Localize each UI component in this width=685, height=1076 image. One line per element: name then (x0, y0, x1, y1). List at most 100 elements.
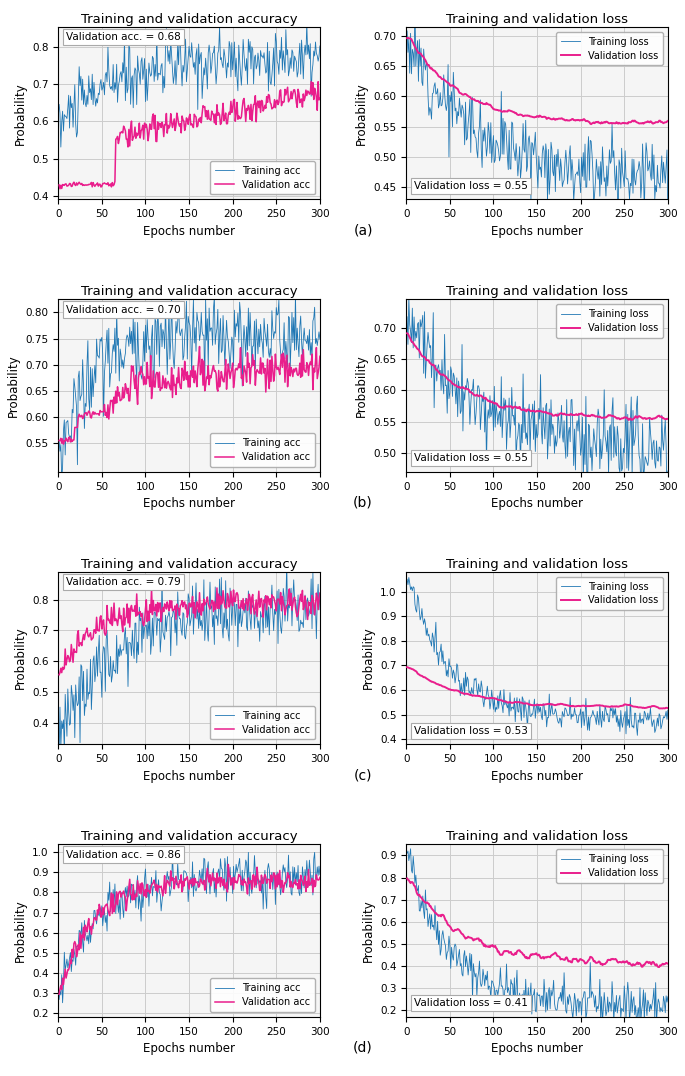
Legend: Training acc, Validation acc: Training acc, Validation acc (210, 161, 315, 195)
Validation acc (57, 179, 65, 192)
Title: Training and validation accuracy: Training and validation accuracy (81, 285, 297, 298)
Validation acc (56, 435, 64, 448)
X-axis label: Epochs number: Epochs number (143, 769, 235, 782)
Training acc (55, 747, 63, 760)
Training loss (405, 292, 413, 305)
Title: Training and validation loss: Training and validation loss (446, 13, 628, 26)
Validation loss (404, 31, 412, 44)
Validation loss (558, 697, 566, 710)
Validation loss (558, 112, 566, 125)
Training acc (216, 852, 225, 865)
Validation loss (404, 874, 412, 887)
Training acc (216, 329, 224, 342)
Line: Training acc: Training acc (59, 23, 320, 147)
Validation acc (195, 340, 203, 353)
Validation loss (664, 412, 672, 425)
Validation acc (60, 438, 68, 451)
Training loss (404, 46, 412, 59)
Line: Validation loss: Validation loss (407, 334, 668, 420)
Training loss (633, 728, 641, 741)
Training loss (641, 162, 649, 175)
Training loss (411, 0, 419, 12)
Training loss (640, 463, 649, 476)
Validation acc (210, 875, 218, 888)
Training loss (641, 707, 649, 720)
Validation acc (316, 586, 324, 599)
Text: Validation acc. = 0.70: Validation acc. = 0.70 (66, 305, 181, 314)
Training loss (558, 428, 566, 441)
Title: Training and validation loss: Training and validation loss (446, 831, 628, 844)
Training loss (564, 178, 572, 190)
Validation loss (564, 114, 572, 127)
Line: Validation acc: Validation acc (59, 864, 320, 994)
Validation loss (404, 327, 412, 340)
Training loss (403, 847, 411, 860)
Legend: Training acc, Validation acc: Training acc, Validation acc (210, 706, 315, 739)
Training acc (292, 599, 301, 612)
Training loss (403, 572, 411, 585)
Legend: Training loss, Validation loss: Training loss, Validation loss (556, 32, 663, 66)
Training acc (57, 141, 65, 154)
Y-axis label: Probability: Probability (355, 354, 368, 417)
Validation loss (404, 661, 412, 674)
Validation acc (307, 75, 315, 88)
Line: Validation loss: Validation loss (407, 38, 668, 124)
Training acc (216, 20, 224, 33)
Training loss (663, 491, 671, 504)
Y-axis label: Probability: Probability (355, 82, 368, 144)
Title: Training and validation accuracy: Training and validation accuracy (81, 831, 297, 844)
Validation acc (211, 108, 219, 121)
Training acc (58, 473, 66, 486)
Training acc (283, 556, 291, 569)
Training loss (623, 719, 632, 732)
Validation acc (293, 368, 301, 381)
Line: Validation acc: Validation acc (59, 82, 320, 188)
X-axis label: Epochs number: Epochs number (491, 769, 583, 782)
Training loss (664, 210, 672, 223)
Training acc (275, 44, 284, 57)
Text: Validation loss = 0.55: Validation loss = 0.55 (414, 181, 528, 190)
Validation acc (211, 364, 219, 377)
Training acc (275, 583, 283, 596)
Validation loss (623, 954, 631, 967)
Legend: Training loss, Validation loss: Training loss, Validation loss (556, 849, 663, 882)
Validation acc (210, 595, 219, 608)
Validation acc (292, 96, 301, 109)
Text: Validation acc. = 0.68: Validation acc. = 0.68 (66, 32, 181, 42)
Validation acc (316, 350, 324, 363)
Validation acc (292, 878, 301, 891)
Training loss (559, 176, 567, 189)
Text: Validation loss = 0.41: Validation loss = 0.41 (414, 999, 528, 1008)
Training loss (406, 843, 414, 855)
Line: Training loss: Training loss (407, 849, 668, 1021)
Validation loss (625, 115, 633, 128)
Validation acc (292, 607, 301, 620)
Legend: Training acc, Validation acc: Training acc, Validation acc (210, 434, 315, 467)
Validation acc (275, 85, 284, 98)
Legend: Training loss, Validation loss: Training loss, Validation loss (556, 577, 663, 610)
Line: Validation loss: Validation loss (407, 878, 668, 967)
Validation loss (403, 327, 411, 340)
Validation acc (55, 434, 63, 447)
Text: Validation acc. = 0.86: Validation acc. = 0.86 (66, 850, 181, 860)
Training acc (56, 444, 64, 457)
Training loss (558, 180, 566, 193)
Validation acc (55, 179, 63, 192)
Training acc (293, 875, 301, 888)
Y-axis label: Probability: Probability (14, 82, 27, 144)
Line: Training loss: Training loss (407, 578, 668, 735)
Validation loss (403, 872, 411, 884)
Validation acc (277, 356, 285, 369)
Line: Validation acc: Validation acc (59, 346, 320, 444)
Training acc (55, 993, 63, 1006)
Validation acc (210, 872, 219, 884)
Validation acc (210, 116, 219, 129)
Training acc (56, 985, 64, 997)
Training loss (625, 988, 633, 1001)
Training acc (277, 889, 285, 902)
Validation loss (562, 409, 571, 422)
Training loss (664, 704, 672, 717)
Validation acc (214, 873, 223, 886)
Text: (b): (b) (353, 496, 373, 510)
Training loss (564, 990, 572, 1003)
